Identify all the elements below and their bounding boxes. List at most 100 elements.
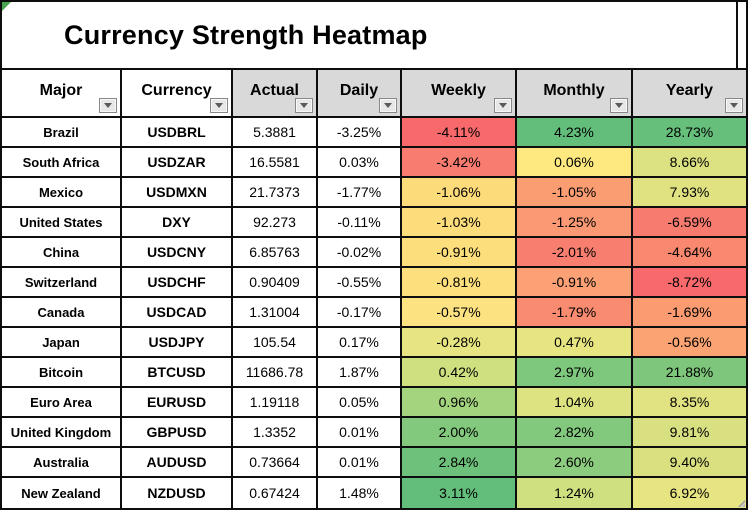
cell-currency[interactable]: DXY xyxy=(122,208,233,236)
filter-button-actual[interactable] xyxy=(295,98,313,113)
cell-monthly[interactable]: 0.47% xyxy=(517,328,633,356)
cell-yearly[interactable]: 8.35% xyxy=(633,388,746,416)
cell-monthly[interactable]: 4.23% xyxy=(517,118,633,146)
cell-monthly[interactable]: 2.97% xyxy=(517,358,633,386)
cell-actual[interactable]: 1.31004 xyxy=(233,298,318,326)
cell-weekly[interactable]: 2.84% xyxy=(402,448,517,476)
cell-major[interactable]: Brazil xyxy=(2,118,122,146)
cell-yearly[interactable]: 7.93% xyxy=(633,178,746,206)
cell-currency[interactable]: USDCNY xyxy=(122,238,233,266)
cell-major[interactable]: China xyxy=(2,238,122,266)
cell-yearly[interactable]: 28.73% xyxy=(633,118,746,146)
cell-currency[interactable]: USDZAR xyxy=(122,148,233,176)
cell-daily[interactable]: 1.48% xyxy=(318,478,402,508)
header-cell-weekly[interactable]: Weekly xyxy=(402,70,517,116)
header-cell-monthly[interactable]: Monthly xyxy=(517,70,633,116)
cell-monthly[interactable]: 2.82% xyxy=(517,418,633,446)
cell-yearly[interactable]: 21.88% xyxy=(633,358,746,386)
cell-daily[interactable]: 1.87% xyxy=(318,358,402,386)
cell-monthly[interactable]: 1.24% xyxy=(517,478,633,508)
cell-weekly[interactable]: 2.00% xyxy=(402,418,517,446)
cell-weekly[interactable]: -0.91% xyxy=(402,238,517,266)
filter-button-yearly[interactable] xyxy=(725,98,743,113)
cell-daily[interactable]: 0.01% xyxy=(318,448,402,476)
cell-monthly[interactable]: -1.25% xyxy=(517,208,633,236)
cell-yearly[interactable]: -4.64% xyxy=(633,238,746,266)
cell-major[interactable]: United Kingdom xyxy=(2,418,122,446)
cell-daily[interactable]: -1.77% xyxy=(318,178,402,206)
cell-major[interactable]: United States xyxy=(2,208,122,236)
header-cell-currency[interactable]: Currency xyxy=(122,70,233,116)
cell-daily[interactable]: -0.02% xyxy=(318,238,402,266)
cell-currency[interactable]: USDCAD xyxy=(122,298,233,326)
cell-actual[interactable]: 5.3881 xyxy=(233,118,318,146)
cell-monthly[interactable]: -1.05% xyxy=(517,178,633,206)
cell-actual[interactable]: 92.273 xyxy=(233,208,318,236)
header-cell-actual[interactable]: Actual xyxy=(233,70,318,116)
cell-daily[interactable]: -0.55% xyxy=(318,268,402,296)
cell-major[interactable]: Switzerland xyxy=(2,268,122,296)
cell-weekly[interactable]: 0.96% xyxy=(402,388,517,416)
cell-currency[interactable]: NZDUSD xyxy=(122,478,233,508)
cell-currency[interactable]: BTCUSD xyxy=(122,358,233,386)
cell-yearly[interactable]: -6.59% xyxy=(633,208,746,236)
cell-major[interactable]: Australia xyxy=(2,448,122,476)
cell-major[interactable]: Bitcoin xyxy=(2,358,122,386)
cell-yearly[interactable]: 8.66% xyxy=(633,148,746,176)
cell-weekly[interactable]: -1.06% xyxy=(402,178,517,206)
cell-major[interactable]: Canada xyxy=(2,298,122,326)
cell-major[interactable]: Mexico xyxy=(2,178,122,206)
cell-weekly[interactable]: -0.28% xyxy=(402,328,517,356)
cell-yearly[interactable]: -8.72% xyxy=(633,268,746,296)
cell-major[interactable]: Japan xyxy=(2,328,122,356)
cell-currency[interactable]: GBPUSD xyxy=(122,418,233,446)
cell-weekly[interactable]: -3.42% xyxy=(402,148,517,176)
filter-button-daily[interactable] xyxy=(379,98,397,113)
cell-actual[interactable]: 1.19118 xyxy=(233,388,318,416)
cell-currency[interactable]: USDMXN xyxy=(122,178,233,206)
cell-yearly[interactable]: 9.81% xyxy=(633,418,746,446)
cell-weekly[interactable]: 0.42% xyxy=(402,358,517,386)
header-cell-yearly[interactable]: Yearly xyxy=(633,70,746,116)
cell-currency[interactable]: USDJPY xyxy=(122,328,233,356)
table-resize-handle[interactable] xyxy=(737,499,745,507)
filter-button-weekly[interactable] xyxy=(494,98,512,113)
cell-daily[interactable]: -0.17% xyxy=(318,298,402,326)
cell-yearly[interactable]: -0.56% xyxy=(633,328,746,356)
filter-button-monthly[interactable] xyxy=(610,98,628,113)
cell-major[interactable]: New Zealand xyxy=(2,478,122,508)
cell-yearly[interactable]: 6.92% xyxy=(633,478,746,508)
cell-weekly[interactable]: 3.11% xyxy=(402,478,517,508)
cell-monthly[interactable]: 2.60% xyxy=(517,448,633,476)
cell-actual[interactable]: 6.85763 xyxy=(233,238,318,266)
cell-actual[interactable]: 0.73664 xyxy=(233,448,318,476)
cell-daily[interactable]: 0.03% xyxy=(318,148,402,176)
cell-monthly[interactable]: -2.01% xyxy=(517,238,633,266)
cell-monthly[interactable]: 1.04% xyxy=(517,388,633,416)
cell-actual[interactable]: 0.67424 xyxy=(233,478,318,508)
cell-yearly[interactable]: 9.40% xyxy=(633,448,746,476)
header-cell-daily[interactable]: Daily xyxy=(318,70,402,116)
cell-currency[interactable]: USDBRL xyxy=(122,118,233,146)
cell-daily[interactable]: 0.17% xyxy=(318,328,402,356)
filter-button-major[interactable] xyxy=(99,98,117,113)
cell-daily[interactable]: 0.01% xyxy=(318,418,402,446)
cell-currency[interactable]: EURUSD xyxy=(122,388,233,416)
cell-monthly[interactable]: -1.79% xyxy=(517,298,633,326)
title-cell[interactable]: Currency Strength Heatmap xyxy=(2,2,738,68)
cell-actual[interactable]: 105.54 xyxy=(233,328,318,356)
cell-daily[interactable]: 0.05% xyxy=(318,388,402,416)
cell-actual[interactable]: 16.5581 xyxy=(233,148,318,176)
cell-actual[interactable]: 21.7373 xyxy=(233,178,318,206)
cell-monthly[interactable]: 0.06% xyxy=(517,148,633,176)
cell-currency[interactable]: AUDUSD xyxy=(122,448,233,476)
cell-currency[interactable]: USDCHF xyxy=(122,268,233,296)
cell-monthly[interactable]: -0.91% xyxy=(517,268,633,296)
cell-yearly[interactable]: -1.69% xyxy=(633,298,746,326)
cell-daily[interactable]: -0.11% xyxy=(318,208,402,236)
filter-button-currency[interactable] xyxy=(210,98,228,113)
cell-weekly[interactable]: -0.81% xyxy=(402,268,517,296)
cell-actual[interactable]: 11686.78 xyxy=(233,358,318,386)
cell-actual[interactable]: 1.3352 xyxy=(233,418,318,446)
cell-weekly[interactable]: -1.03% xyxy=(402,208,517,236)
